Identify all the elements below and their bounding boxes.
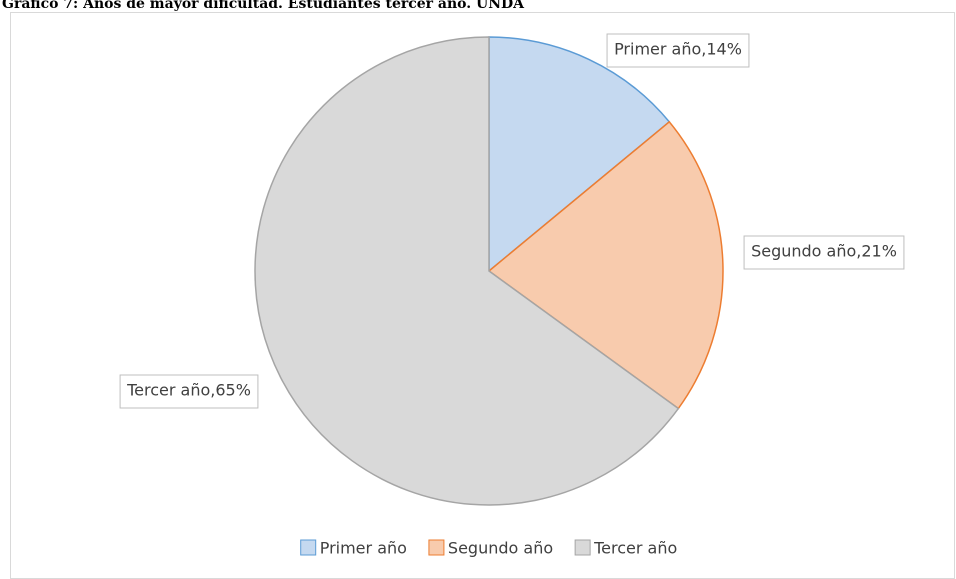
data-label: Tercer año,65% (126, 381, 251, 400)
data-label: Segundo año,21% (751, 242, 897, 261)
legend-label: Primer año (320, 539, 407, 558)
pie-slice (254, 36, 680, 506)
data-label-box (119, 374, 259, 409)
legend-label: Segundo año (448, 539, 553, 558)
legend-swatch (300, 539, 317, 556)
pie-slice (487, 120, 724, 410)
pie-slice (488, 36, 671, 273)
legend-swatch (428, 539, 445, 556)
legend-label: Tercer año (593, 539, 677, 558)
legend-swatch (574, 539, 591, 556)
data-label-box (606, 33, 750, 68)
chart-title: Gráfico 7: Años de mayor dificultad. Est… (2, 0, 525, 12)
data-label-box (743, 235, 905, 270)
data-label: Primer año,14% (614, 40, 742, 59)
